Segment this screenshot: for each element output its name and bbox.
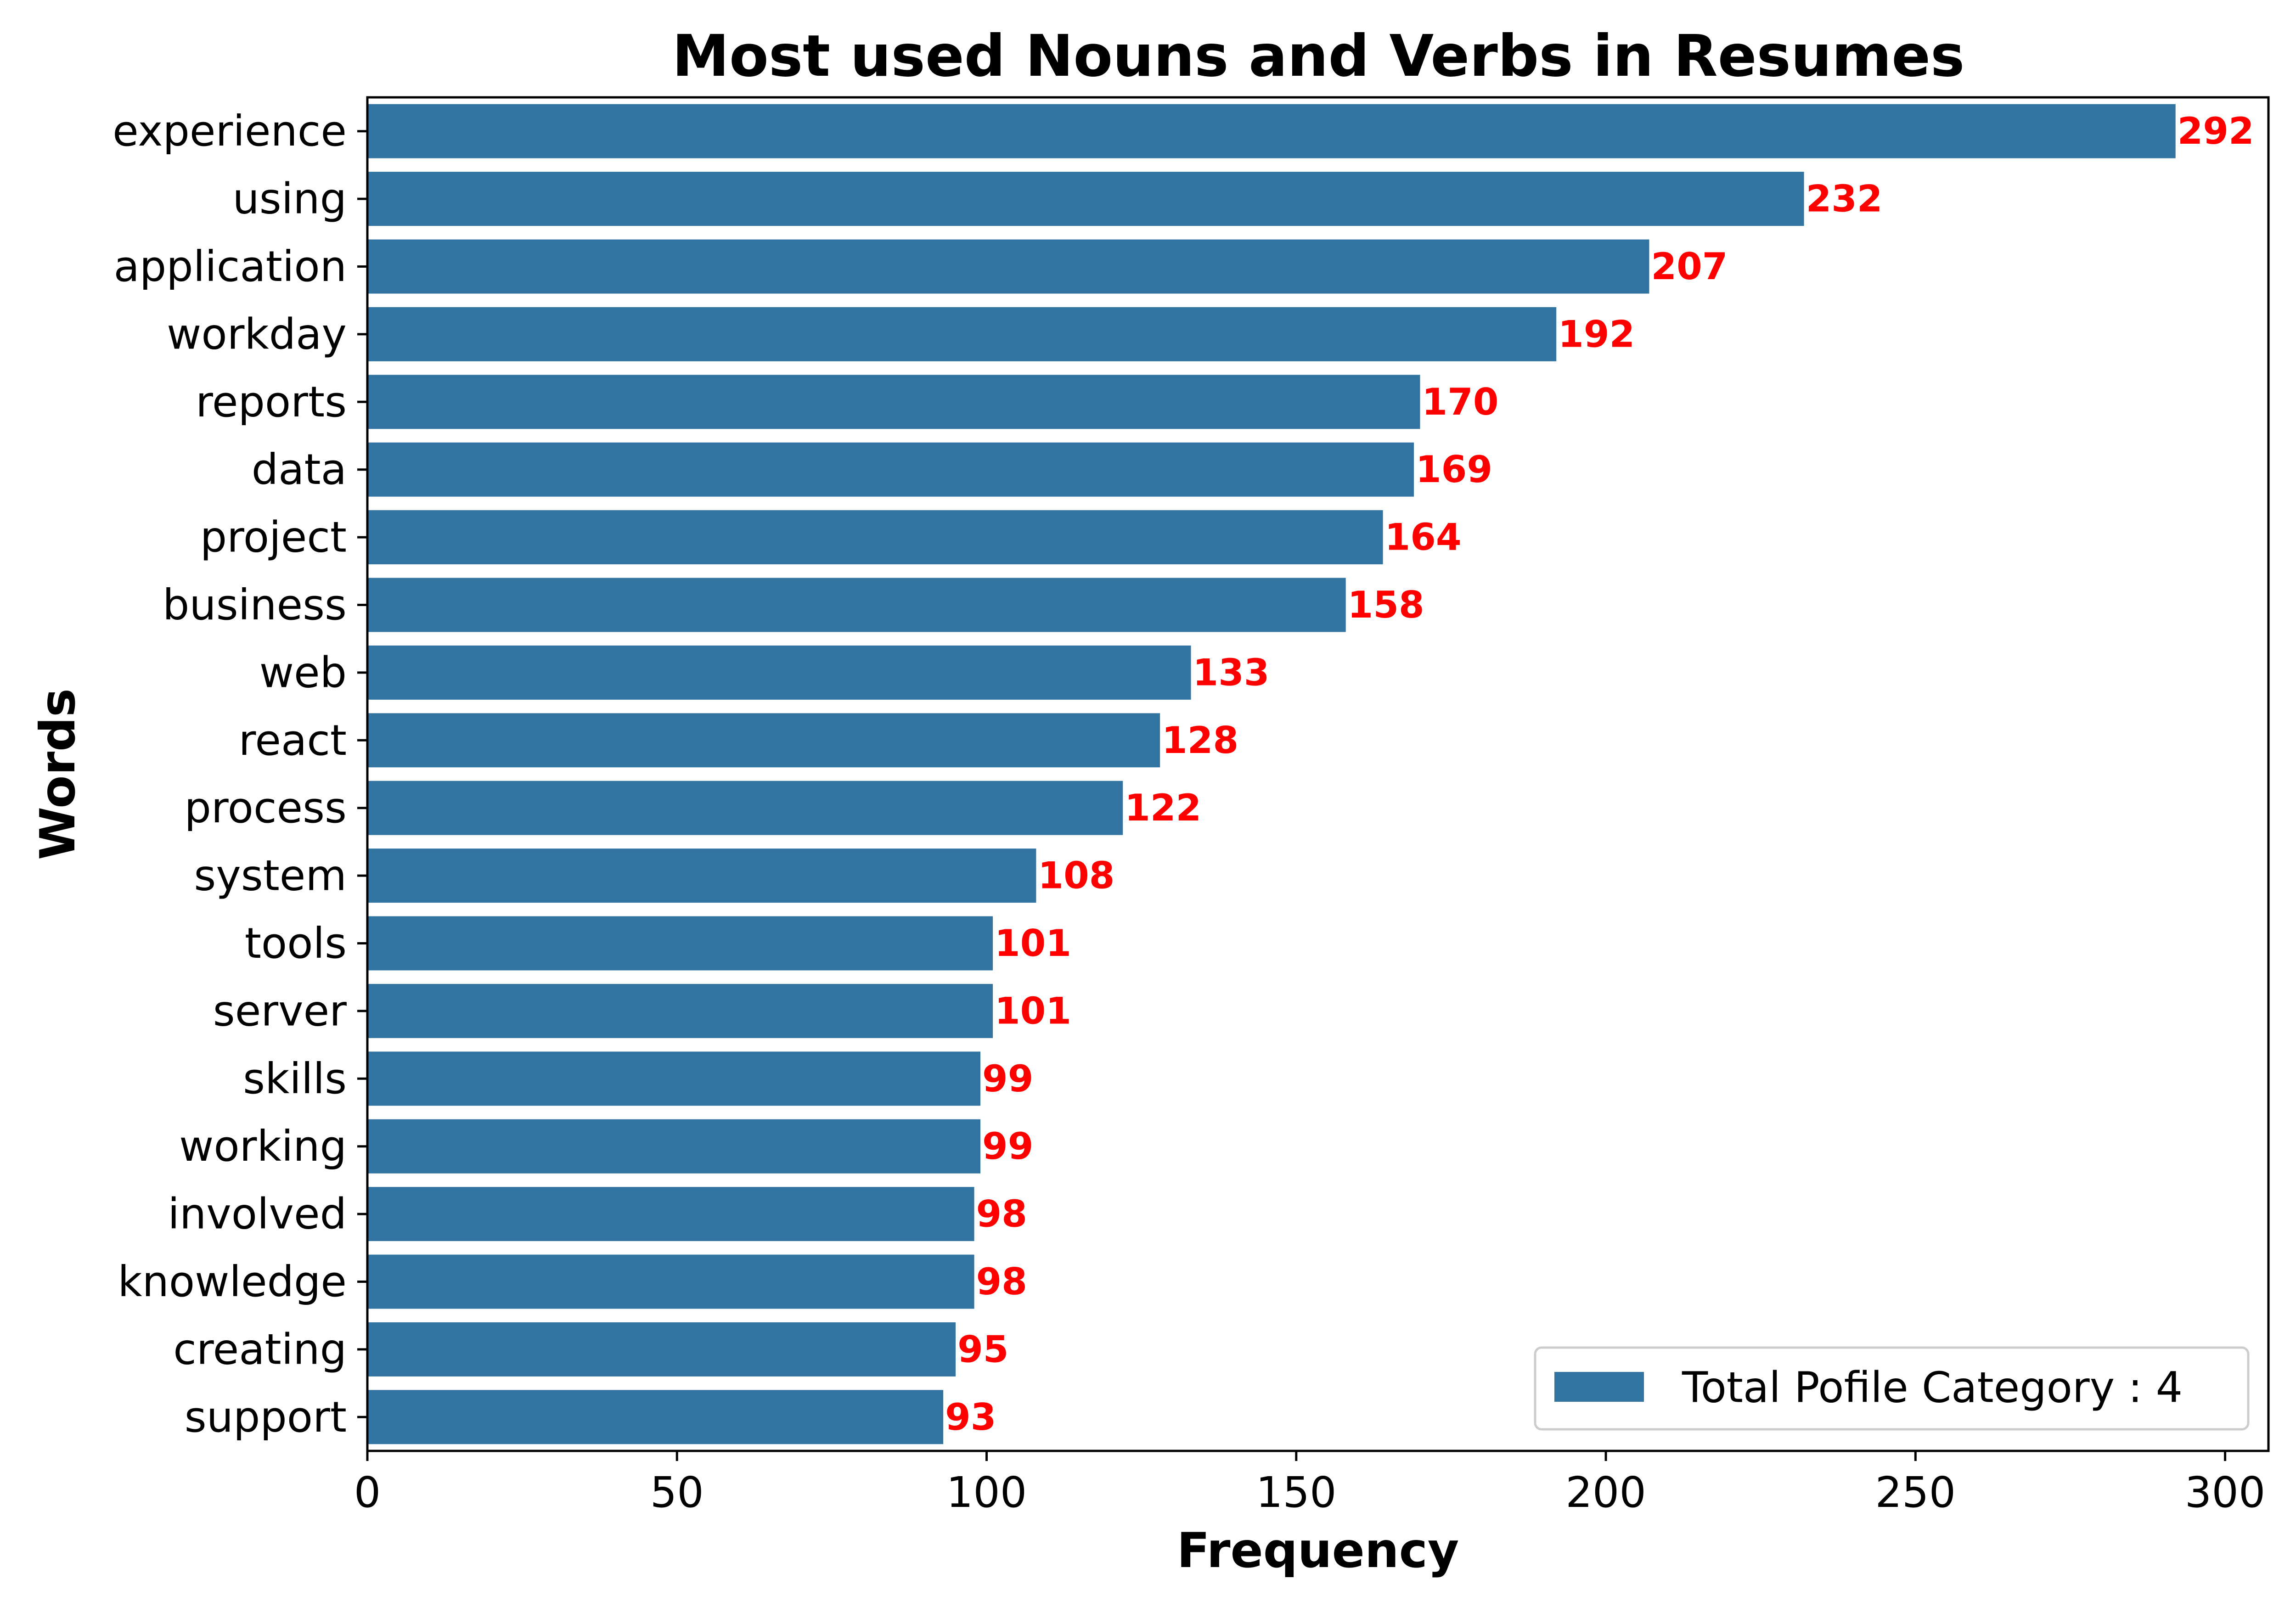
bar-experience <box>367 104 2176 158</box>
y-tick-label-workday: workday <box>167 309 347 359</box>
plot-frame <box>366 96 2270 1452</box>
x-tick-label-200: 200 <box>1565 1468 1646 1517</box>
y-tick-label-project: project <box>200 513 347 562</box>
bar-knowledge <box>367 1254 974 1309</box>
value-label-data: 169 <box>1416 448 1492 491</box>
x-axis: 0 50 100 150 200 250 300 <box>354 1451 2266 1517</box>
bar-system <box>367 848 1036 903</box>
y-tick-label-support: support <box>185 1393 347 1442</box>
bar-support <box>367 1390 944 1444</box>
y-axis-title: Words <box>30 688 86 860</box>
y-tick-label-reports: reports <box>196 377 347 427</box>
value-label-react: 128 <box>1162 719 1238 762</box>
bar-application <box>367 239 1649 294</box>
legend: Total Pofile Category : 4 <box>1534 1346 2250 1431</box>
legend-entry-label: Total Pofile Category : 4 <box>1682 1363 2183 1412</box>
bar-using <box>367 172 1804 226</box>
value-label-system: 108 <box>1038 854 1114 897</box>
bar-working <box>367 1119 981 1174</box>
bar-server <box>367 983 993 1038</box>
y-tick-label-system: system <box>194 851 347 900</box>
value-label-process: 122 <box>1125 787 1201 829</box>
value-label-involved: 98 <box>976 1193 1027 1236</box>
y-axis: experience using application workday reports… <box>113 107 367 1442</box>
bar-data <box>367 442 1414 497</box>
bar-creating <box>367 1322 956 1377</box>
value-label-knowledge: 98 <box>976 1260 1027 1303</box>
value-label-working: 99 <box>982 1125 1033 1168</box>
y-tick-label-process: process <box>184 783 347 832</box>
value-label-support: 93 <box>945 1396 996 1438</box>
x-axis-title: Frequency <box>1177 1523 1459 1579</box>
y-tick-label-server: server <box>213 986 347 1035</box>
y-tick-label-working: working <box>179 1122 347 1171</box>
x-tick-label-250: 250 <box>1875 1468 1956 1517</box>
value-label-project: 164 <box>1385 516 1462 559</box>
bar-workday <box>367 307 1557 361</box>
value-label-skills: 99 <box>982 1057 1033 1100</box>
value-label-application: 207 <box>1651 245 1728 288</box>
y-tick-label-knowledge: knowledge <box>118 1257 347 1306</box>
y-tick-label-business: business <box>163 580 347 629</box>
y-tick-label-creating: creating <box>173 1325 347 1374</box>
value-label-web: 133 <box>1193 651 1270 694</box>
x-tick-label-50: 50 <box>650 1468 704 1517</box>
value-labels-layer: 292 232 207 192 170 169 164 158 133 128 122 108 101 1… <box>945 110 2254 1438</box>
value-label-tools: 101 <box>995 922 1071 965</box>
legend-box <box>1534 1346 2250 1431</box>
value-label-workday: 192 <box>1558 313 1635 355</box>
value-label-business: 158 <box>1348 584 1424 626</box>
y-tick-label-react: react <box>239 716 347 765</box>
bar-process <box>367 781 1123 835</box>
value-label-server: 101 <box>995 989 1071 1032</box>
y-tick-label-experience: experience <box>113 107 347 156</box>
y-tick-label-tools: tools <box>245 919 347 968</box>
value-label-experience: 292 <box>2178 110 2254 152</box>
y-tick-label-application: application <box>114 242 347 291</box>
bar-reports <box>367 375 1420 429</box>
bar-project <box>367 510 1383 565</box>
value-label-creating: 95 <box>957 1328 1008 1371</box>
bar-skills <box>367 1051 981 1106</box>
x-tick-label-150: 150 <box>1256 1468 1337 1517</box>
value-label-reports: 170 <box>1422 381 1499 423</box>
bars-layer <box>367 104 2176 1444</box>
bar-react <box>367 713 1160 768</box>
legend-swatch <box>1554 1372 1644 1402</box>
y-tick-label-involved: involved <box>168 1190 347 1239</box>
bar-tools <box>367 916 993 971</box>
chart-title: Most used Nouns and Verbs in Resumes <box>672 23 1965 90</box>
y-tick-label-web: web <box>259 648 347 697</box>
y-tick-label-using: using <box>232 174 347 224</box>
x-tick-label-0: 0 <box>354 1468 381 1517</box>
y-tick-label-skills: skills <box>243 1054 347 1103</box>
bar-web <box>367 645 1191 700</box>
x-tick-label-100: 100 <box>946 1468 1027 1517</box>
x-tick-label-300: 300 <box>2185 1468 2266 1517</box>
bar-involved <box>367 1187 974 1242</box>
bar-business <box>367 578 1346 632</box>
value-label-using: 232 <box>1806 178 1883 220</box>
y-tick-label-data: data <box>252 445 347 494</box>
